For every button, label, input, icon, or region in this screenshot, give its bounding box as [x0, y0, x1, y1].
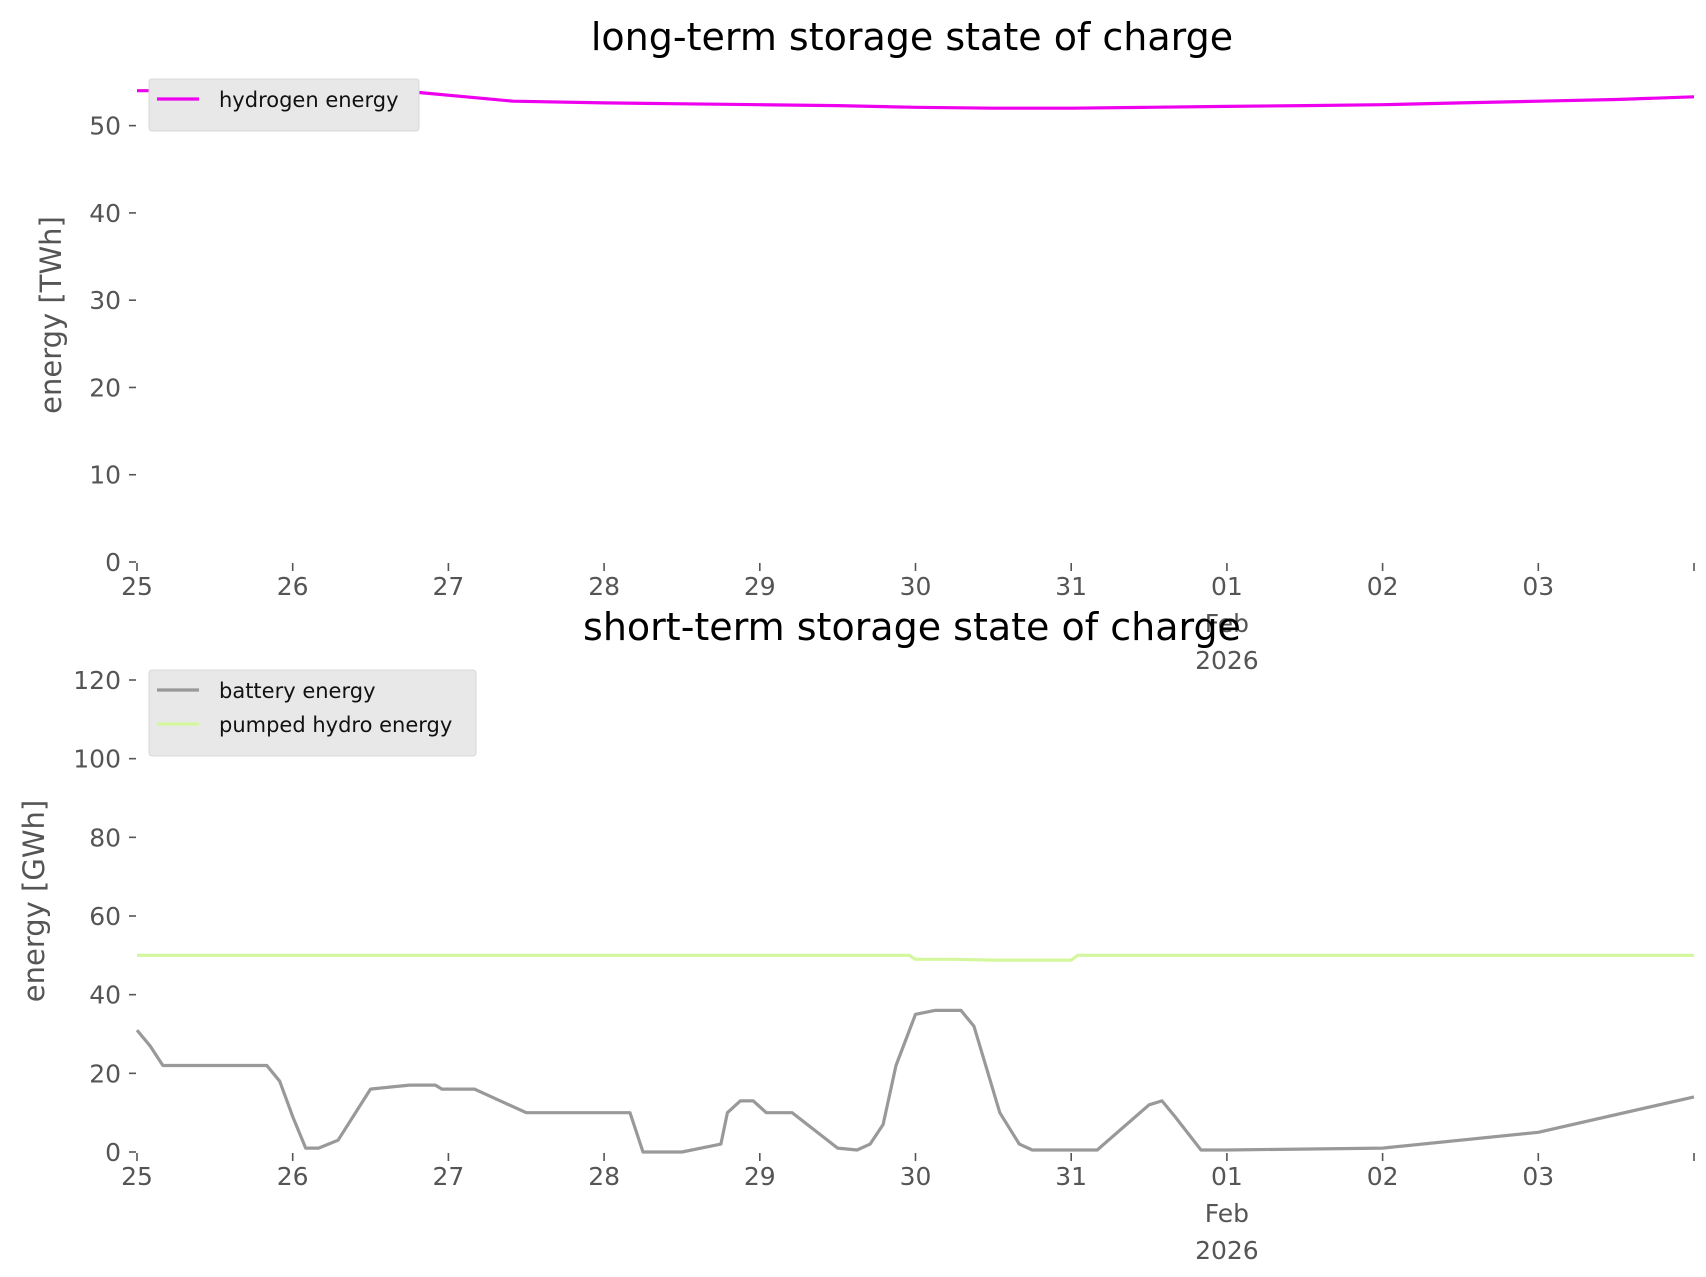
y-axis-label: energy [TWh] [34, 216, 68, 414]
long-term-storage-chart: long-term storage state of charge energy… [34, 15, 1695, 675]
y-tick-label: 10 [89, 461, 121, 490]
y-tick-label: 20 [89, 373, 121, 402]
axes: 0 20 40 60 80 100 120 25 26 27 28 29 30 31 01 Feb 2026 02… [73, 666, 1695, 1265]
series-layer [135, 953, 1695, 1154]
legend-frame [148, 78, 420, 132]
x-tick-label: 03 [1522, 572, 1554, 601]
legend-label: battery energy [219, 679, 376, 703]
y-tick-label: 40 [89, 199, 121, 228]
y-tick-label: 20 [89, 1059, 121, 1088]
x-tick-label: 01 Feb 2026 [1195, 1162, 1259, 1265]
x-tick-label: 29 [744, 1162, 776, 1191]
y-tick-label: 0 [105, 548, 121, 577]
x-tick-label: 31 [1055, 1162, 1087, 1191]
x-tick-label: 26 [277, 572, 309, 601]
y-axis-label: energy [GWh] [17, 800, 51, 1002]
x-tick-label: 27 [432, 1162, 464, 1191]
y-tick-label: 40 [89, 981, 121, 1010]
chart-title: short-term storage state of charge [583, 605, 1241, 649]
y-tick-label: 0 [105, 1138, 121, 1167]
short-term-storage-chart: short-term storage state of charge energ… [17, 605, 1695, 1265]
x-tick-label: 02 [1367, 1162, 1399, 1191]
legend: hydrogen energy [148, 78, 420, 132]
hydrogen-energy-line [137, 89, 1695, 110]
x-tick-label: 03 [1522, 1162, 1554, 1191]
y-tick-label: 60 [89, 902, 121, 931]
x-tick-label: 26 [277, 1162, 309, 1191]
x-tick-label: 31 [1055, 572, 1087, 601]
chart-title: long-term storage state of charge [591, 15, 1233, 59]
legend-frame [148, 669, 477, 757]
x-tick-label: 25 [121, 1162, 153, 1191]
axes: 0 10 20 30 40 50 25 26 27 28 29 30 31 01 Feb 2026 02 03 [89, 112, 1695, 675]
legend: battery energy pumped hydro energy [148, 669, 477, 757]
y-tick-label: 100 [73, 745, 121, 774]
y-tick-label: 120 [73, 666, 121, 695]
x-tick-label: 29 [744, 572, 776, 601]
x-tick-label: 28 [588, 572, 620, 601]
y-tick-label: 80 [89, 823, 121, 852]
pumped-hydro-energy-line [137, 953, 1694, 962]
x-tick-label: 02 [1367, 572, 1399, 601]
x-tick-label: 01 Feb 2026 [1195, 572, 1259, 675]
legend-label: pumped hydro energy [219, 713, 452, 737]
y-tick-label: 30 [89, 286, 121, 315]
x-tick-label: 30 [900, 572, 932, 601]
legend-label: hydrogen energy [219, 88, 399, 112]
series-layer [137, 89, 1695, 110]
x-tick-label: 30 [900, 1162, 932, 1191]
x-tick-label: 27 [432, 572, 464, 601]
x-tick-label: 25 [121, 572, 153, 601]
battery-energy-line [135, 1008, 1695, 1154]
y-tick-label: 50 [89, 112, 121, 141]
x-tick-label: 28 [588, 1162, 620, 1191]
